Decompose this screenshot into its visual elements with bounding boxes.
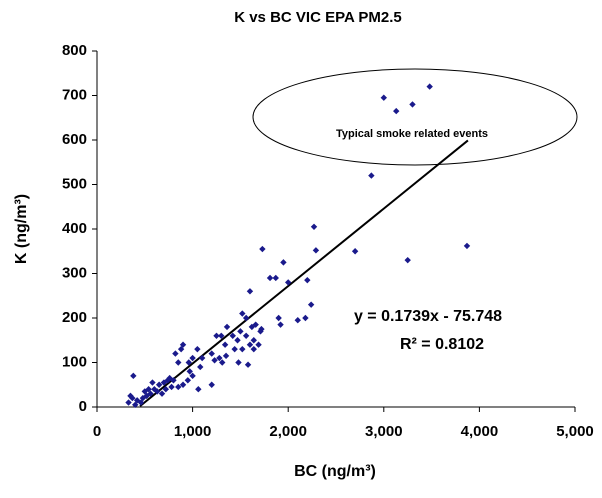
- point: [186, 368, 193, 375]
- point: [275, 314, 282, 322]
- point: [310, 223, 318, 230]
- point: [234, 337, 241, 344]
- point: [158, 390, 166, 397]
- point: [280, 259, 287, 266]
- chart-title: K vs BC VIC EPA PM2.5: [234, 9, 402, 26]
- point: [222, 352, 230, 360]
- y-tick-label: 0: [79, 398, 87, 415]
- point: [208, 381, 215, 388]
- smoke-ellipse: [252, 68, 578, 166]
- point: [409, 101, 416, 108]
- x-tick-label: 1,000: [174, 423, 212, 440]
- point: [229, 332, 236, 339]
- point: [380, 94, 387, 101]
- point: [195, 386, 202, 393]
- point: [177, 345, 185, 353]
- y-tick-label: 500: [62, 175, 87, 192]
- point: [211, 357, 218, 364]
- point: [248, 323, 256, 331]
- y-tick-label: 100: [62, 353, 87, 370]
- point: [151, 386, 158, 393]
- point: [219, 359, 226, 366]
- point: [393, 107, 400, 115]
- point: [255, 341, 262, 348]
- point: [259, 245, 266, 253]
- point: [189, 354, 196, 362]
- point: [304, 276, 311, 284]
- point: [168, 383, 175, 391]
- point: [242, 332, 250, 339]
- point: [185, 359, 192, 366]
- trendline: [139, 139, 469, 407]
- point: [197, 363, 204, 371]
- point: [266, 274, 274, 282]
- point: [172, 350, 179, 357]
- y-tick-label: 400: [62, 220, 87, 237]
- point: [294, 317, 301, 324]
- point: [239, 345, 246, 353]
- point: [272, 274, 279, 282]
- x-tick-label: 3,000: [365, 423, 403, 440]
- point: [216, 354, 223, 362]
- y-tick-label: 700: [62, 86, 87, 103]
- r-squared: R² = 0.8102: [400, 336, 484, 353]
- point: [160, 379, 168, 386]
- point: [242, 314, 250, 322]
- point: [198, 354, 206, 362]
- x-tick-label: 2,000: [269, 423, 307, 440]
- point: [189, 372, 196, 380]
- point: [125, 399, 132, 406]
- point: [426, 83, 433, 90]
- point: [235, 359, 242, 366]
- point: [250, 345, 257, 353]
- annotation: Typical smoke related events: [336, 128, 488, 140]
- x-tick-label: 5,000: [556, 423, 594, 440]
- point: [368, 172, 375, 179]
- point: [194, 345, 201, 353]
- equation: y = 0.1739x - 75.748: [354, 308, 502, 325]
- point: [213, 332, 220, 339]
- point: [208, 350, 215, 357]
- point: [221, 341, 229, 348]
- point: [244, 361, 252, 368]
- point: [155, 381, 163, 388]
- point: [162, 386, 170, 393]
- point: [307, 301, 315, 308]
- point: [175, 383, 182, 391]
- x-tick-label: 0: [93, 423, 101, 440]
- point: [184, 377, 192, 384]
- point: [246, 341, 254, 348]
- point: [250, 337, 257, 344]
- point: [351, 248, 359, 255]
- point: [404, 256, 411, 264]
- y-axis-label: K (ng/m³): [13, 194, 30, 264]
- point: [149, 379, 156, 386]
- point: [302, 314, 309, 322]
- x-tick-label: 4,000: [461, 423, 499, 440]
- point: [312, 247, 320, 254]
- point: [277, 321, 284, 328]
- point: [246, 288, 254, 295]
- y-tick-label: 800: [62, 42, 87, 59]
- point: [141, 388, 148, 395]
- point: [179, 381, 187, 388]
- point: [130, 372, 137, 380]
- y-tick-label: 200: [62, 309, 87, 326]
- point: [223, 323, 231, 331]
- x-axis-label: BC (ng/m³): [294, 463, 376, 480]
- point: [132, 401, 139, 408]
- point: [175, 359, 182, 366]
- point: [237, 328, 244, 335]
- point: [127, 392, 134, 400]
- point: [239, 310, 246, 317]
- point: [463, 242, 471, 250]
- point: [231, 345, 238, 353]
- point: [257, 328, 264, 335]
- point: [218, 332, 225, 339]
- point: [285, 279, 292, 286]
- y-tick-label: 600: [62, 131, 87, 148]
- y-tick-label: 300: [62, 264, 87, 281]
